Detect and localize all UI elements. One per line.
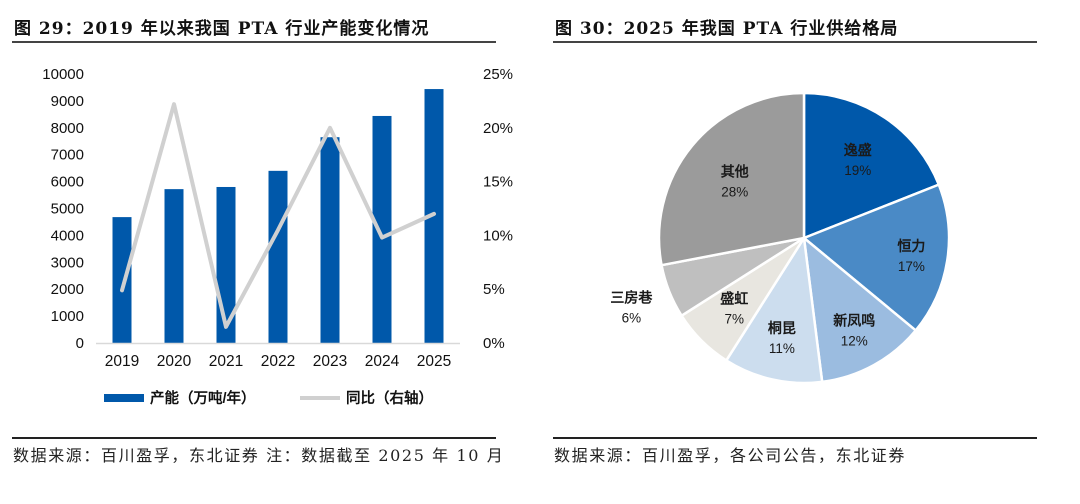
left-axis-tick-label: 9000: [51, 93, 84, 110]
source-divider: [553, 437, 1037, 439]
left-axis-tick-label: 0: [76, 335, 84, 352]
title-underline: [553, 41, 1037, 43]
legend-swatch-capacity: [104, 394, 144, 402]
right-axis-ticks: 0% 5% 10% 15% 20% 25%: [483, 66, 513, 352]
pie-slice-label: 桐昆: [768, 320, 796, 336]
figure-29-title: 图 29：2019 年以来我国 PTA 行业产能变化情况: [14, 19, 430, 39]
right-axis-tick-label: 25%: [483, 66, 513, 83]
right-axis-tick-label: 5%: [483, 281, 505, 298]
bar-2020: [164, 189, 184, 343]
bar-2019: [112, 217, 132, 343]
right-axis-tick-label: 10%: [483, 227, 513, 244]
figure-29-panel: 图 29：2019 年以来我国 PTA 行业产能变化情况 0 1000 2000 30…: [12, 19, 513, 465]
pie-slice-percent: 19%: [844, 163, 871, 178]
pie-slice-label: 盛虹: [720, 291, 748, 307]
pie-slice-percent: 11%: [769, 341, 795, 356]
pie-slice-label: 新凤鸣: [833, 312, 875, 328]
pie-slice-label: 逸盛: [844, 142, 872, 158]
yoy-line-layer: [120, 102, 436, 329]
pie-slices: [657, 91, 951, 385]
figure-30-panel: 图 30：2025 年我国 PTA 行业供给格局 逸盛 19% 恒力 17% 新凤鸣 12…: [540, 0, 1080, 504]
left-axis-tick-label: 7000: [51, 147, 84, 164]
x-axis-tick-label: 2024: [365, 353, 400, 370]
supply-share-pie-chart: 逸盛 19% 恒力 17% 新凤鸣 12% 桐昆 11% 盛虹 7% 三房巷 6% 其他 28%: [610, 91, 951, 385]
pie-slice-percent: 28%: [721, 185, 748, 200]
x-axis-tick-label: 2025: [417, 353, 451, 370]
pie-slice-其他: [657, 91, 806, 267]
left-axis-tick-label: 4000: [51, 227, 84, 244]
right-axis-tick-label: 0%: [483, 335, 505, 352]
figure-30-source: 数据来源：百川盈孚，各公司公告，东北证券: [554, 446, 907, 465]
pie-slice-恒力: [802, 183, 951, 332]
figure-30-title: 图 30：2025 年我国 PTA 行业供给格局: [555, 19, 899, 39]
pie-slice-percent: 17%: [898, 259, 925, 274]
bar-2024: [372, 115, 392, 344]
pie-slice-label: 恒力: [897, 238, 925, 254]
x-axis-tick-label: 2021: [209, 353, 243, 370]
pie-labels: 逸盛 19% 恒力 17% 新凤鸣 12% 桐昆 11% 盛虹 7% 三房巷 6% 其他 28%: [610, 142, 925, 356]
left-axis-tick-label: 6000: [51, 174, 84, 191]
right-axis-tick-label: 20%: [483, 120, 513, 137]
legend-swatch-yoy: [300, 396, 340, 400]
source-divider: [12, 437, 496, 439]
pie-slice-桐昆: [725, 236, 824, 385]
left-axis-tick-label: 1000: [51, 308, 84, 325]
left-axis-tick-label: 2000: [51, 281, 84, 298]
left-axis-tick-label: 5000: [51, 201, 84, 218]
x-axis-tick-label: 2020: [157, 353, 192, 370]
bar-2022: [268, 170, 288, 343]
left-axis-tick-label: 8000: [51, 120, 84, 137]
x-axis-tick-label: 2022: [261, 353, 295, 370]
title-underline: [12, 41, 496, 43]
x-axis-tick-label: 2019: [105, 353, 139, 370]
capacity-bars: [112, 89, 444, 344]
pie-slice-percent: 12%: [841, 333, 868, 348]
bar-2023: [320, 137, 340, 343]
pie-slice-label: 其他: [721, 164, 749, 180]
left-axis-ticks: 0 1000 2000 3000 4000 5000 6000 7000 8000 9000 100…: [42, 66, 84, 352]
pie-slice-新凤鸣: [802, 236, 917, 384]
left-axis-tick-label: 10000: [42, 66, 84, 83]
capacity-bar-line-chart: 0 1000 2000 3000 4000 5000 6000 7000 8000 9000 100…: [42, 66, 513, 407]
left-axis-tick-label: 3000: [51, 254, 84, 271]
figure-29-source: 数据来源：百川盈孚，东北证券 注：数据截至 2025 年 10 月: [13, 446, 505, 465]
pie-slice-percent: 7%: [725, 312, 745, 327]
pie-slice-percent: 6%: [622, 310, 642, 325]
right-axis-tick-label: 15%: [483, 174, 513, 191]
legend-label-yoy: 同比（右轴）: [346, 389, 433, 407]
legend-label-capacity: 产能（万吨/年）: [150, 389, 256, 407]
chart-legend: 产能（万吨/年） 同比（右轴）: [104, 389, 433, 407]
pie-slice-label: 三房巷: [610, 289, 653, 305]
pie-slice-逸盛: [802, 91, 941, 240]
x-axis-ticks: 2019 2020 2021 2022 2023 2024 2025: [105, 353, 451, 370]
x-axis-tick-label: 2023: [313, 353, 347, 370]
